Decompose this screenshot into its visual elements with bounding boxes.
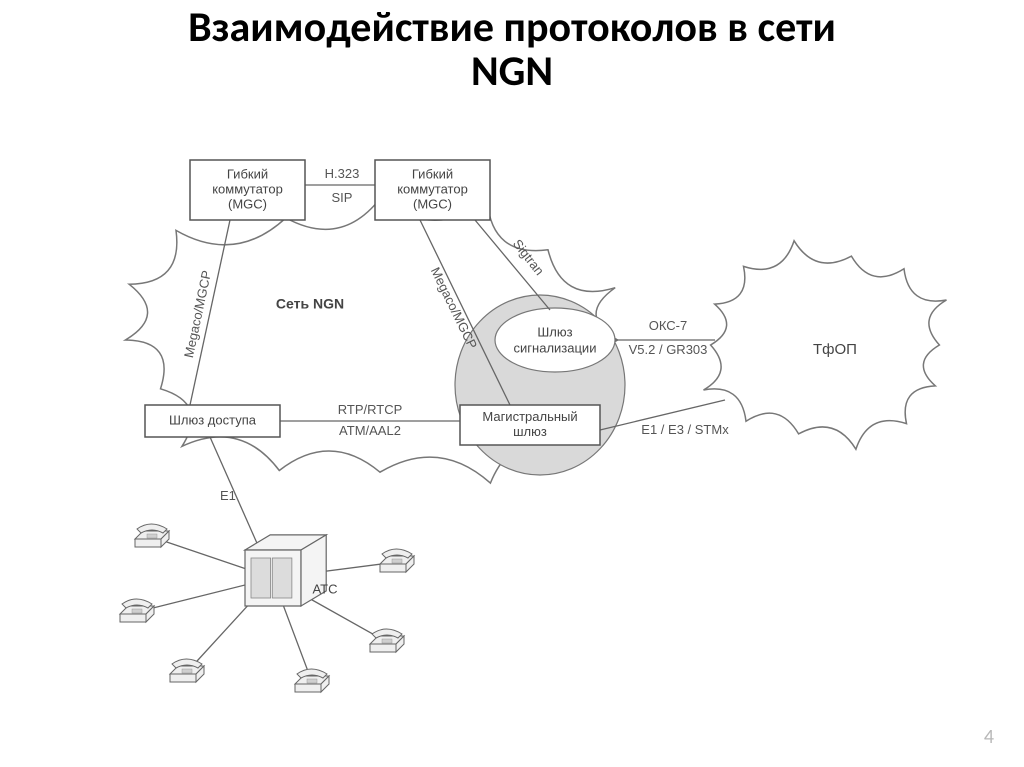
svg-text:ОКС-7: ОКС-7 [649, 318, 688, 333]
svg-text:H.323: H.323 [325, 166, 360, 181]
svg-text:(MGC): (MGC) [413, 196, 452, 211]
phone-icon [135, 524, 169, 547]
page-number: 4 [984, 725, 994, 749]
svg-text:коммутатор: коммутатор [397, 181, 468, 196]
svg-text:шлюз: шлюз [513, 424, 547, 439]
svg-text:сигнализации: сигнализации [514, 340, 597, 355]
network-diagram: Гибкийкоммутатор(MGC)Гибкийкоммутатор(MG… [80, 130, 960, 700]
svg-text:Megaco/MGCP: Megaco/MGCP [428, 265, 480, 351]
slide-title: Взаимодействие протоколов в сети NGN [0, 6, 1024, 94]
phone-icon [120, 599, 154, 622]
phone-icon [295, 669, 329, 692]
svg-text:Гибкий: Гибкий [412, 166, 453, 181]
svg-text:Sigtran: Sigtran [510, 236, 547, 278]
svg-text:SIP: SIP [332, 190, 353, 205]
svg-text:Шлюз доступа: Шлюз доступа [169, 412, 257, 427]
svg-text:(MGC): (MGC) [228, 196, 267, 211]
title-line-2: NGN [471, 46, 553, 97]
slide: Взаимодействие протоколов в сети NGN Гиб… [0, 0, 1024, 767]
svg-text:E1: E1 [220, 488, 236, 503]
svg-text:RTP/RTCP: RTP/RTCP [338, 402, 403, 417]
svg-text:Магистральный: Магистральный [482, 409, 577, 424]
phone-icon [380, 549, 414, 572]
svg-text:АТС: АТС [313, 581, 338, 596]
svg-text:V5.2 / GR303: V5.2 / GR303 [629, 342, 708, 357]
svg-text:ТфОП: ТфОП [813, 341, 857, 358]
svg-text:коммутатор: коммутатор [212, 181, 283, 196]
svg-text:Гибкий: Гибкий [227, 166, 268, 181]
svg-text:Сеть NGN: Сеть NGN [276, 296, 344, 312]
svg-text:Шлюз: Шлюз [537, 324, 572, 339]
svg-text:ATM/AAL2: ATM/AAL2 [339, 423, 401, 438]
phone-icon [370, 629, 404, 652]
svg-text:E1 / E3 / STMx: E1 / E3 / STMx [641, 422, 729, 437]
phone-icon [170, 659, 204, 682]
